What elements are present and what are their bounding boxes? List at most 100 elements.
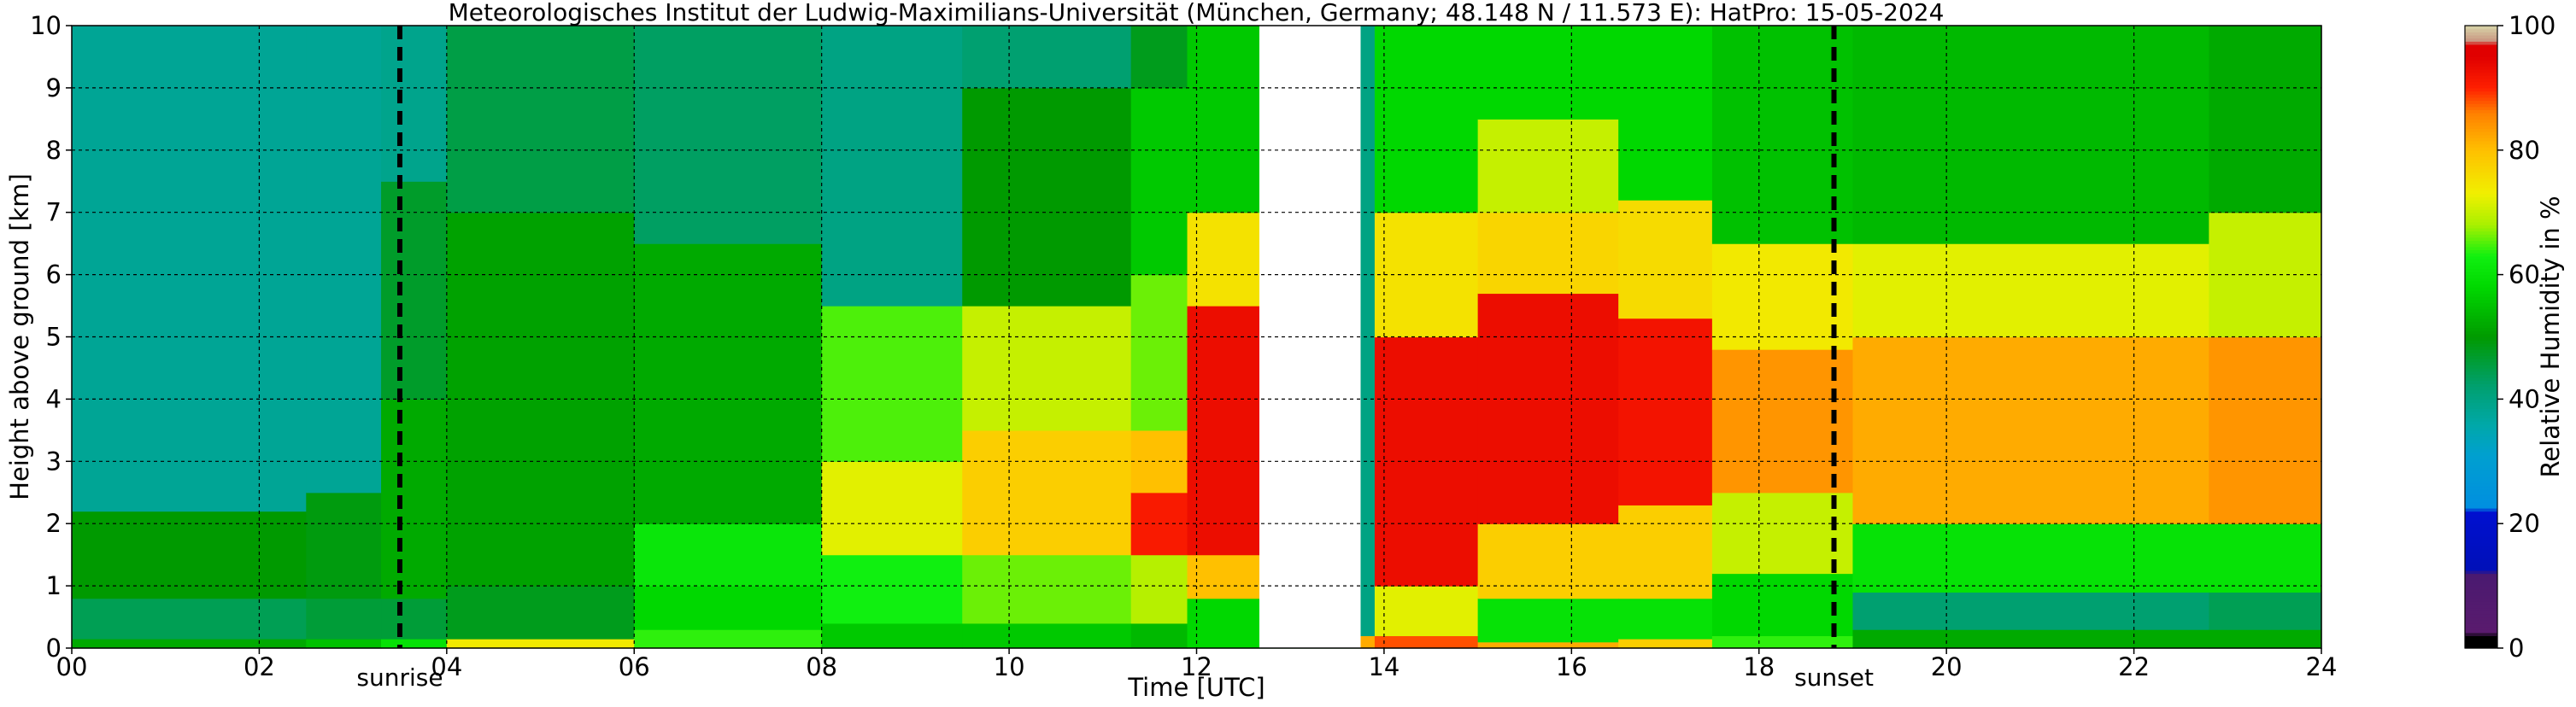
colorbar-swatch bbox=[2465, 439, 2497, 444]
colorbar-swatch bbox=[2465, 106, 2497, 111]
colorbar-swatch bbox=[2465, 367, 2497, 372]
colorbar-swatch bbox=[2465, 427, 2497, 431]
colorbar-swatch bbox=[2465, 60, 2497, 64]
colorbar-swatch bbox=[2465, 380, 2497, 384]
heatmap-cell bbox=[2209, 336, 2322, 524]
x-tick-label: 04 bbox=[431, 652, 462, 681]
heatmap-cell bbox=[1360, 635, 1376, 649]
heatmap-cell bbox=[1477, 523, 1619, 599]
heatmap-cell bbox=[1852, 336, 2209, 524]
heatmap-cell bbox=[1477, 598, 1619, 643]
colorbar-swatch bbox=[2465, 128, 2497, 132]
heatmap-cell bbox=[306, 598, 382, 640]
event-label-sunrise: sunrise bbox=[356, 663, 443, 692]
colorbar-swatch bbox=[2465, 371, 2497, 375]
colorbar-swatch bbox=[2465, 374, 2497, 378]
colorbar-swatch bbox=[2465, 505, 2497, 509]
colorbar-swatch bbox=[2465, 433, 2497, 437]
colorbar-swatch bbox=[2465, 137, 2497, 142]
colorbar-swatch bbox=[2465, 389, 2497, 394]
colorbar-tick-label: 80 bbox=[2509, 136, 2540, 165]
colorbar-swatch bbox=[2465, 53, 2497, 58]
colorbar-swatch bbox=[2465, 268, 2497, 272]
colorbar-swatch bbox=[2465, 50, 2497, 55]
colorbar-swatch bbox=[2465, 414, 2497, 418]
colorbar-swatch bbox=[2465, 604, 2497, 609]
heatmap-cell bbox=[381, 399, 448, 599]
colorbar-swatch bbox=[2465, 393, 2497, 397]
colorbar-swatch bbox=[2465, 47, 2497, 51]
colorbar-swatch bbox=[2465, 41, 2497, 45]
colorbar-swatch bbox=[2465, 620, 2497, 624]
heatmap-cell bbox=[381, 26, 448, 182]
colorbar-swatch bbox=[2465, 140, 2497, 145]
heatmap-cell bbox=[1130, 26, 1188, 89]
colorbar-swatch bbox=[2465, 312, 2497, 316]
heatmap-cell bbox=[962, 87, 1132, 307]
colorbar-swatch bbox=[2465, 321, 2497, 325]
colorbar-swatch bbox=[2465, 476, 2497, 481]
colorbar-swatch bbox=[2465, 330, 2497, 335]
heatmap-cell bbox=[1852, 243, 2209, 338]
heatmap-cell bbox=[306, 26, 382, 494]
colorbar-swatch bbox=[2465, 143, 2497, 148]
y-axis: 0 1 2 3 4 5 6 7 8 9 10 bbox=[30, 11, 72, 663]
colorbar-swatch bbox=[2465, 32, 2497, 36]
colorbar-swatch bbox=[2465, 221, 2497, 225]
colorbar-swatch bbox=[2465, 405, 2497, 409]
heatmap-cell bbox=[962, 554, 1132, 624]
heatmap-cell bbox=[1618, 200, 1713, 319]
heatmap-cell bbox=[72, 511, 307, 599]
colorbar-swatch bbox=[2465, 635, 2497, 640]
heatmap-cell bbox=[2209, 523, 2322, 593]
colorbar-swatch bbox=[2465, 570, 2497, 575]
colorbar-swatch bbox=[2465, 78, 2497, 83]
y-tick-label: 4 bbox=[46, 384, 62, 413]
colorbar-swatch bbox=[2465, 38, 2497, 42]
colorbar-swatch bbox=[2465, 420, 2497, 425]
heatmap-cell bbox=[1852, 523, 2209, 593]
colorbar-frame bbox=[2464, 25, 2498, 649]
colorbar-swatch bbox=[2465, 28, 2497, 32]
colorbar-swatch bbox=[2465, 336, 2497, 341]
colorbar-swatch bbox=[2465, 411, 2497, 416]
heatmap-cell bbox=[1477, 641, 1619, 649]
colorbar-swatch bbox=[2465, 429, 2497, 435]
colorbar-swatch bbox=[2465, 346, 2497, 350]
x-tick-label: 22 bbox=[2118, 652, 2150, 681]
colorbar-swatch bbox=[2465, 523, 2497, 528]
colorbar-swatch bbox=[2465, 499, 2497, 503]
colorbar-swatch bbox=[2465, 511, 2497, 515]
colorbar-swatch bbox=[2465, 579, 2497, 584]
heatmap-cell bbox=[821, 461, 963, 556]
colorbar-swatch bbox=[2465, 202, 2497, 207]
colorbar-swatch bbox=[2465, 626, 2497, 630]
colorbar-swatch bbox=[2465, 87, 2497, 92]
colorbar-swatch bbox=[2465, 424, 2497, 428]
colorbar-swatch bbox=[2465, 355, 2497, 359]
heatmap-cell bbox=[1618, 598, 1713, 640]
colorbar-swatch bbox=[2465, 616, 2497, 621]
colorbar-swatch bbox=[2465, 259, 2497, 263]
heatmap-cell bbox=[1711, 243, 1854, 350]
x-tick-label: 18 bbox=[1743, 652, 1775, 681]
colorbar-swatch bbox=[2465, 85, 2497, 89]
colorbar-swatch bbox=[2465, 308, 2497, 313]
colorbar-swatch bbox=[2465, 564, 2497, 568]
heatmap-cell bbox=[72, 639, 307, 649]
colorbar-swatch bbox=[2465, 174, 2497, 179]
heatmap-cell bbox=[1852, 629, 2209, 649]
grid bbox=[72, 26, 2321, 648]
colorbar-swatch bbox=[2465, 324, 2497, 329]
heatmap-cell bbox=[1618, 639, 1713, 649]
colorbar-swatch bbox=[2465, 72, 2497, 76]
colorbar-swatch bbox=[2465, 611, 2497, 615]
colorbar-swatch bbox=[2465, 44, 2497, 49]
colorbar-swatch bbox=[2465, 529, 2497, 534]
colorbar-swatch bbox=[2465, 56, 2497, 61]
colorbar-swatch bbox=[2465, 480, 2497, 484]
colorbar-swatch bbox=[2465, 121, 2497, 126]
colorbar-swatch bbox=[2465, 293, 2497, 297]
colorbar-swatch bbox=[2465, 215, 2497, 219]
colorbar-swatch bbox=[2465, 629, 2497, 634]
